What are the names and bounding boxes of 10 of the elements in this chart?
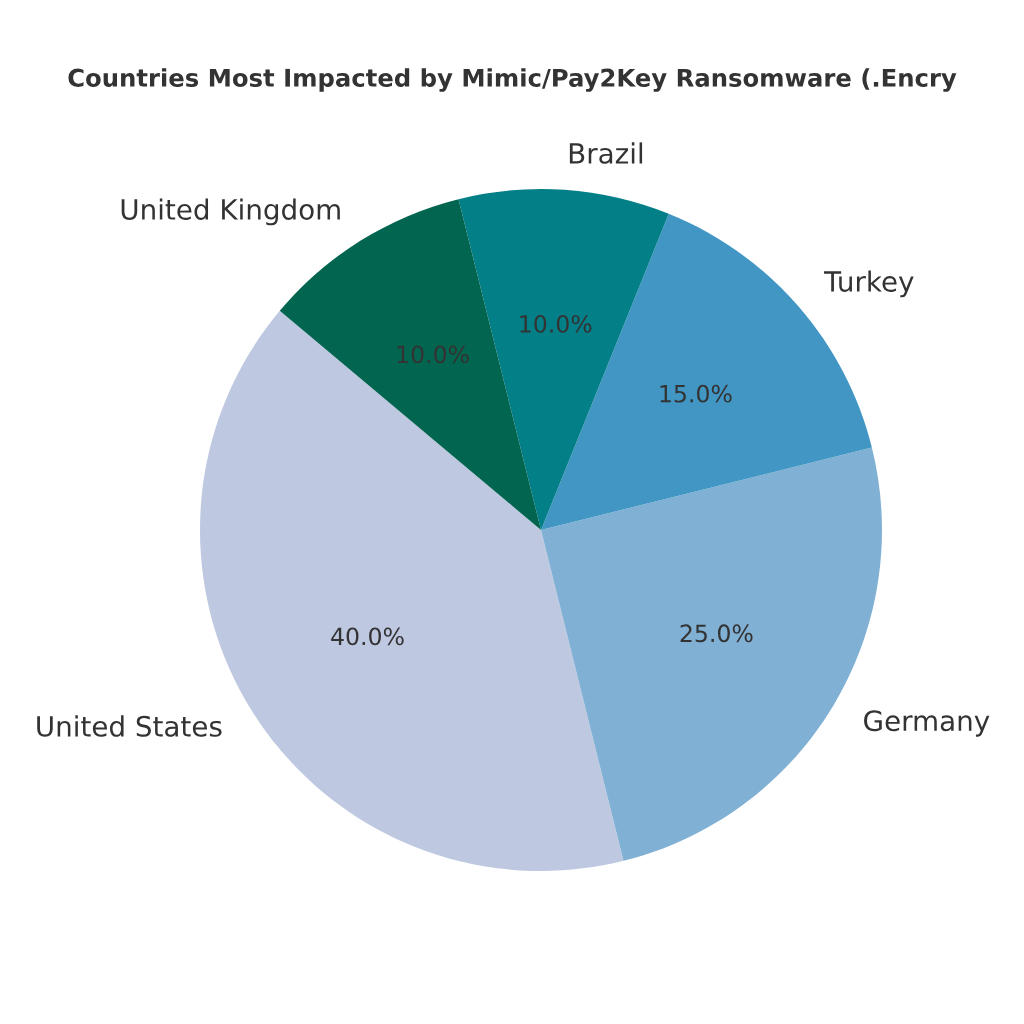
slice-label: Germany	[864, 710, 990, 737]
data-label: 15.0%	[660, 384, 732, 403]
chart-title: Countries Most Impacted by Mimic/Pay2Key Ransomware (.Encry	[68, 68, 957, 92]
slice-label: Brazil	[569, 142, 643, 164]
slice-label: United Kingdom	[121, 198, 340, 226]
data-label: 40.0%	[331, 627, 404, 646]
data-label: 10.0%	[520, 314, 592, 333]
slice-label: Turkey	[824, 270, 914, 298]
data-label: 25.0%	[680, 624, 753, 643]
slice-label: United States	[37, 715, 222, 737]
